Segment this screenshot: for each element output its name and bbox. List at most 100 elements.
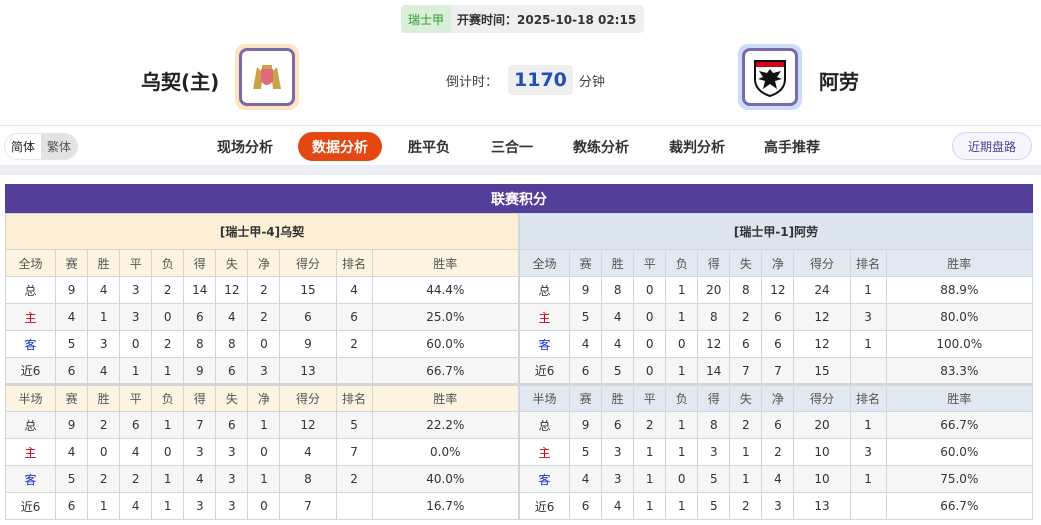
cell-goals-against: 2 — [729, 303, 763, 331]
cell-draws: 6 — [119, 411, 153, 439]
cell-goals-for: 5 — [697, 465, 731, 493]
cell-losses: 1 — [665, 303, 699, 331]
cell-matches: 5 — [569, 303, 603, 331]
cell-losses: 0 — [665, 330, 699, 358]
cell-win-rate: 25.0% — [371, 303, 520, 331]
row-label: 客 — [4, 465, 57, 493]
cell-win-rate: 22.2% — [371, 411, 520, 439]
cell-goals-for: 12 — [697, 330, 731, 358]
cell-points: 12 — [279, 411, 337, 439]
cell-rank: 1 — [849, 411, 887, 439]
cell-goals-for: 14 — [697, 357, 731, 385]
row-label: 主 — [4, 438, 57, 466]
league-tag[interactable]: 瑞士甲 — [401, 5, 452, 33]
cell-draws: 1 — [633, 492, 667, 520]
cell-goals-for: 9 — [183, 357, 217, 385]
home-team-logo[interactable] — [235, 44, 299, 110]
away-team-logo[interactable] — [738, 44, 802, 110]
cell-wins: 1 — [87, 492, 121, 520]
cell-points: 20 — [793, 411, 851, 439]
row-label: 近6 — [4, 492, 57, 520]
cell-losses: 1 — [665, 276, 699, 304]
lang-simplified[interactable]: 简体 — [5, 134, 42, 159]
column-header-wins: 胜 — [601, 249, 635, 277]
row-label: 客 — [518, 330, 571, 358]
column-header-goals-against: 失 — [729, 383, 763, 412]
tab-referee-analysis[interactable]: 裁判分析 — [669, 139, 725, 156]
table-row: 总 9 4 3 2 14 12 2 15 4 44.4% — [4, 276, 520, 304]
cell-losses: 1 — [665, 492, 699, 520]
column-header-win-rate: 胜率 — [885, 383, 1034, 412]
column-header-matches: 赛 — [569, 383, 603, 412]
language-toggle[interactable]: 简体 繁体 — [4, 133, 79, 160]
cell-goals-against: 4 — [215, 303, 249, 331]
cell-goal-diff: 4 — [761, 465, 795, 493]
countdown-label: 倒计时： — [446, 74, 499, 90]
tab-data-analysis[interactable]: 数据分析 — [298, 132, 382, 161]
tab-expert-picks[interactable]: 高手推荐 — [764, 139, 820, 156]
cell-rank: 4 — [335, 276, 373, 304]
cell-goals-for: 3 — [697, 438, 731, 466]
table-row: 近6 6 4 1 1 5 2 3 13 66.7% — [518, 492, 1034, 520]
column-header-goal-diff: 净 — [761, 249, 795, 277]
countdown-unit: 分钟 — [578, 74, 605, 90]
cell-goals-against: 6 — [729, 330, 763, 358]
home-team-name[interactable]: 乌契(主) — [141, 70, 220, 94]
table-row: 主 5 4 0 1 8 2 6 12 3 80.0% — [518, 303, 1034, 331]
cell-win-rate: 0.0% — [371, 438, 520, 466]
cell-draws: 2 — [633, 411, 667, 439]
cell-losses: 0 — [151, 438, 185, 466]
cell-rank: 3 — [849, 438, 887, 466]
cell-rank — [335, 492, 373, 520]
divider-band — [0, 165, 1041, 175]
cell-draws: 0 — [119, 330, 153, 358]
cell-points: 15 — [793, 357, 851, 385]
cell-rank — [335, 357, 373, 385]
tab-win-draw-loss[interactable]: 胜平负 — [408, 139, 450, 156]
recent-handicap-button[interactable]: 近期盘路 — [952, 132, 1033, 160]
cell-losses: 1 — [151, 411, 185, 439]
cell-points: 12 — [793, 330, 851, 358]
cell-goals-against: 8 — [729, 276, 763, 304]
cell-wins: 5 — [601, 357, 635, 385]
column-header-rank: 排名 — [849, 383, 887, 412]
column-header-draws: 平 — [119, 249, 153, 277]
cell-wins: 4 — [601, 330, 635, 358]
cell-matches: 9 — [55, 411, 89, 439]
cell-losses: 1 — [151, 492, 185, 520]
cell-wins: 8 — [601, 276, 635, 304]
cell-matches: 6 — [569, 357, 603, 385]
cell-goals-for: 5 — [697, 492, 731, 520]
column-header-rank: 排名 — [335, 383, 373, 412]
cell-goal-diff: 2 — [247, 303, 281, 331]
cell-goals-against: 1 — [729, 465, 763, 493]
tab-three-in-one[interactable]: 三合一 — [491, 139, 533, 156]
cell-draws: 0 — [633, 276, 667, 304]
cell-goals-against: 1 — [729, 438, 763, 466]
row-label: 主 — [4, 303, 57, 331]
column-header-win-rate: 胜率 — [885, 249, 1034, 277]
away-team-name[interactable]: 阿劳 — [819, 70, 859, 94]
cell-goals-against: 6 — [215, 411, 249, 439]
cell-draws: 4 — [119, 492, 153, 520]
cell-losses: 2 — [151, 330, 185, 358]
cell-goals-against: 12 — [215, 276, 249, 304]
cell-losses: 0 — [665, 465, 699, 493]
cell-goal-diff: 6 — [761, 303, 795, 331]
tab-live-analysis[interactable]: 现场分析 — [217, 139, 273, 156]
cell-wins: 2 — [87, 465, 121, 493]
cell-rank: 2 — [335, 330, 373, 358]
cell-win-rate: 60.0% — [371, 330, 520, 358]
cell-goal-diff: 0 — [247, 330, 281, 358]
cell-rank — [849, 492, 887, 520]
cell-goal-diff: 7 — [761, 357, 795, 385]
tab-coach-analysis[interactable]: 教练分析 — [573, 139, 629, 156]
cell-losses: 1 — [665, 411, 699, 439]
cell-matches: 4 — [55, 438, 89, 466]
cell-rank: 1 — [849, 330, 887, 358]
lang-traditional[interactable]: 繁体 — [41, 134, 78, 159]
column-header-matches: 赛 — [55, 249, 89, 277]
cell-goals-for: 8 — [697, 411, 731, 439]
cell-rank: 1 — [849, 276, 887, 304]
cell-goals-for: 7 — [183, 411, 217, 439]
